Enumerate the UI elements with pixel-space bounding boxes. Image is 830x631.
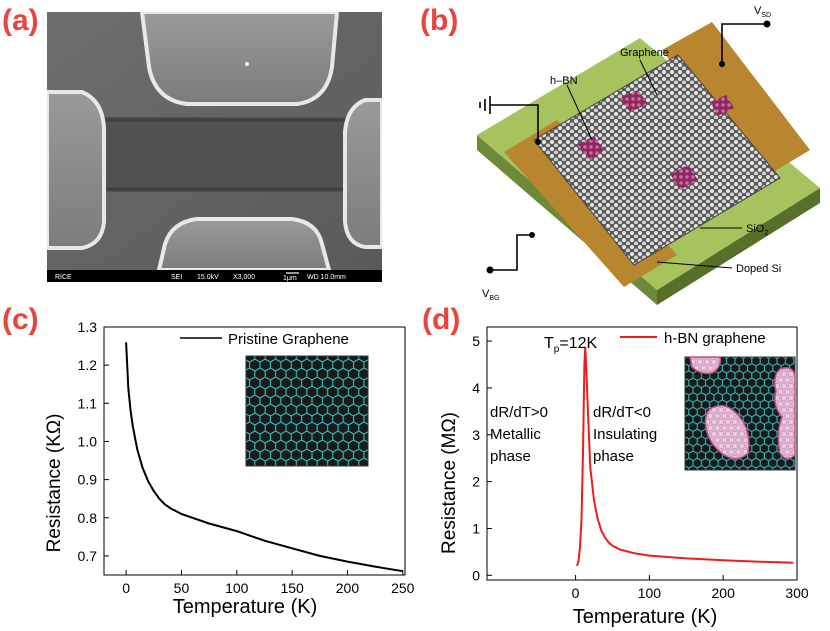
chart-d-xtick-label: 200 (712, 585, 736, 601)
sem-databar-left: RICE (55, 274, 72, 281)
chart-d-ytick-label: 5 (472, 333, 480, 349)
label-hbn: h–BN (550, 75, 578, 87)
electrode-top (139, 12, 340, 106)
chart-c-ytick-label: 1.3 (78, 319, 98, 335)
chart-c-xtick-label: 50 (174, 580, 190, 596)
label-vsd: VSD (754, 5, 771, 19)
tp-annotation: Tp=12K (544, 335, 597, 355)
sem-databar-wd: WD 10.0mm (307, 274, 346, 281)
chart-d-legend-label: h-BN graphene (664, 330, 766, 347)
insulating-annotation-2: Insulating (593, 426, 657, 443)
chart-c-xtick-label: 150 (280, 580, 304, 596)
chart-c-frame (103, 326, 406, 576)
chart-c-ytick-label: 1.0 (78, 433, 98, 449)
label-graphene: Graphene (620, 47, 669, 59)
graphene-lattice-inset (245, 355, 369, 467)
hbn-domain (670, 165, 698, 190)
chart-d-ytick-label: 2 (472, 474, 480, 490)
chart-c-series-line (125, 342, 403, 573)
chart-d-ylabel: Resistance (MΩ) (439, 412, 460, 554)
electrode-right (343, 98, 382, 249)
chart-c: 0 50 100 150 200 250 0.7 0.8 0.9 1.0 1.1 1.2 1.3 Tem… (44, 319, 415, 618)
hbn-domain (710, 95, 734, 116)
sem-databar-voltage: 15.0kV (197, 274, 219, 281)
panel-label-c: (c) (2, 303, 39, 336)
chart-d: 0 100 200 300 0 1 2 3 4 5 Temperature (K) Resista… (439, 326, 809, 628)
hbn-domain (620, 90, 648, 112)
hbn-domain (577, 136, 604, 160)
sem-databar-scale: 1μm (283, 275, 297, 282)
vbg-wire (490, 234, 532, 271)
chart-d-series-line (576, 347, 794, 567)
chart-c-xtick-label: 250 (391, 580, 415, 596)
panel-label-a: (a) (2, 4, 39, 37)
sem-databar-mode: SEI (171, 274, 182, 281)
chart-d-frame (486, 326, 798, 581)
vsd-wire (721, 23, 767, 64)
chart-d-ytick-label: 4 (472, 380, 480, 396)
chart-c-xtick-label: 100 (225, 580, 249, 596)
chart-c-ytick-label: 0.8 (78, 510, 98, 526)
label-vbg: VBG (482, 288, 499, 302)
metallic-annotation-2: Metallic (490, 426, 541, 443)
chart-d-xlabel: Temperature (K) (573, 606, 718, 628)
label-sio2: SiO2 (746, 223, 768, 237)
metallic-annotation-1: dR/dT>0 (490, 404, 548, 421)
chart-c-xlabel: Temperature (K) (173, 596, 318, 618)
electrode-bottom (156, 217, 332, 272)
metallic-annotation-3: phase (490, 448, 531, 465)
chart-c-ylabel: Resistance (KΩ) (44, 414, 65, 553)
sem-micrograph: RICE SEI 15.0kV X3,000 1μm WD 10.0mm (47, 12, 382, 282)
label-doped-si: Doped Si (736, 263, 781, 275)
panel-label-d: (d) (422, 303, 461, 336)
panel-label-b: (b) (420, 4, 459, 37)
hbn-domain-inset (684, 356, 796, 471)
chart-d-plot: 0 100 200 300 0 1 2 3 4 5 (472, 326, 809, 601)
chart-d-ytick-label: 1 (472, 520, 480, 536)
chart-c-xtick-label: 200 (336, 580, 360, 596)
device-schematic: VSD Graphene h–BN SiO2 Doped Si VBG (477, 5, 820, 305)
chart-c-ytick-label: 1.2 (78, 357, 98, 373)
electrode-right-strip (662, 22, 810, 180)
chart-d-xtick-label: 100 (638, 585, 662, 601)
chart-d-ytick-label: 0 (472, 567, 480, 583)
chart-c-ytick-label: 0.7 (78, 548, 98, 564)
chart-c-xtick-label: 0 (122, 580, 130, 596)
chart-c-legend-label: Pristine Graphene (228, 331, 349, 348)
chart-d-ytick-label: 3 (472, 427, 480, 443)
chart-c-plot: 0 50 100 150 200 250 0.7 0.8 0.9 1.0 1.1 1.2 1.3 (78, 319, 415, 596)
substrate-side-right (657, 188, 820, 305)
chart-c-ytick-label: 1.1 (78, 395, 98, 411)
chart-c-ytick-label: 0.9 (78, 472, 98, 488)
insulating-annotation-1: dR/dT<0 (593, 404, 651, 421)
insulating-annotation-3: phase (593, 448, 634, 465)
chart-d-xtick-label: 300 (785, 585, 809, 601)
chart-d-xtick-label: 0 (572, 585, 580, 601)
electrode-left (47, 90, 106, 250)
ground-wire (490, 104, 539, 142)
graphene-channel (87, 117, 357, 192)
sem-databar-mag: X3,000 (233, 274, 255, 281)
